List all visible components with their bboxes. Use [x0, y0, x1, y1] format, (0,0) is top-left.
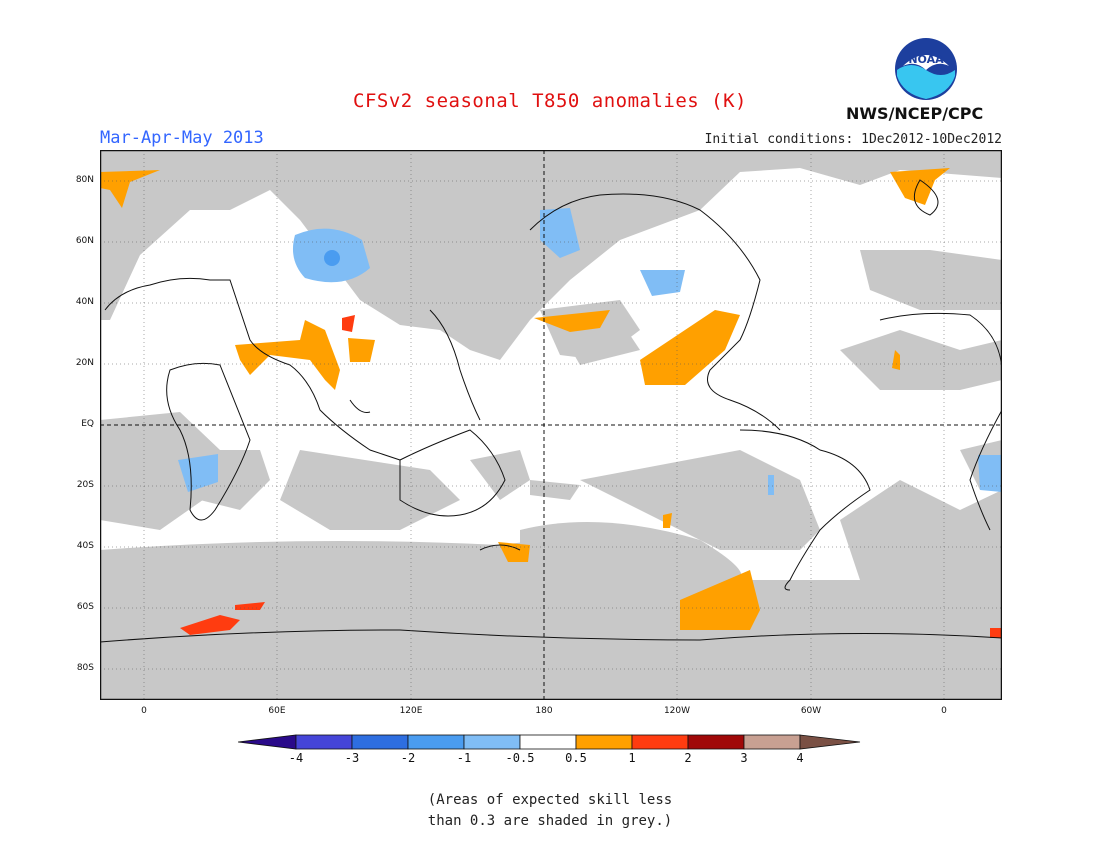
strong-warm-anomaly-regions: [180, 315, 1002, 638]
color-bar-segment: [519, 734, 577, 750]
lon-label: 60W: [800, 706, 822, 716]
lat-label: 80N: [75, 175, 94, 185]
logo-text: NOAA: [908, 53, 944, 66]
color-bar-segment: [295, 734, 353, 750]
skill-footnote: (Areas of expected skill less than 0.3 a…: [0, 790, 1100, 832]
color-bar-label: 1: [628, 751, 636, 765]
color-bar-label: -3: [344, 751, 360, 765]
color-bar-segment: [351, 734, 409, 750]
coastlines: [100, 179, 1002, 643]
color-bar-segment: [407, 734, 465, 750]
color-bar-segment: [743, 734, 801, 750]
color-bar-segment: [575, 734, 633, 750]
lon-label: 0: [141, 706, 147, 716]
initial-conditions-label: Initial conditions: 1Dec2012-10Dec2012: [704, 132, 1002, 147]
low-skill-regions: [100, 150, 1002, 700]
color-bar-label: -2: [400, 751, 416, 765]
lat-label: EQ: [81, 419, 94, 429]
cool-anomaly-core: [324, 250, 340, 266]
color-bar-label: 2: [684, 751, 692, 765]
color-bar-max-arrow: [799, 734, 861, 750]
color-bar-label: -4: [288, 751, 304, 765]
season-label: Mar-Apr-May 2013: [100, 128, 264, 148]
anomaly-map: [100, 150, 1002, 700]
lat-label: 40N: [75, 297, 94, 307]
color-bar-segment: [463, 734, 521, 750]
color-bar-label: 3: [740, 751, 748, 765]
color-bar-label: -0.5: [505, 751, 535, 765]
lon-label: 60E: [268, 706, 286, 716]
color-bar-segment: [631, 734, 689, 750]
footnote-line: (Areas of expected skill less: [427, 792, 673, 808]
lat-label: 20S: [76, 480, 94, 490]
lat-label: 60N: [75, 236, 94, 246]
color-bar-label: -1: [456, 751, 472, 765]
lat-label: 20N: [75, 358, 94, 368]
map-title: CFSv2 seasonal T850 anomalies (K): [353, 90, 747, 112]
map-frame: [100, 150, 1002, 700]
warm-anomaly-regions: [100, 168, 950, 630]
color-bar-min-arrow: [238, 734, 297, 750]
footnote-line: than 0.3 are shaded in grey.): [427, 813, 673, 829]
color-bar: [238, 734, 861, 750]
lat-label: 80S: [76, 663, 94, 673]
noaa-logo: NOAA: [895, 38, 957, 100]
color-bar-segment: [687, 734, 745, 750]
agency-label: NWS/NCEP/CPC: [846, 104, 984, 123]
lat-label: 40S: [76, 541, 94, 551]
color-bar-label: 4: [796, 751, 804, 765]
lon-label: 120W: [663, 706, 691, 716]
color-bar-label: 0.5: [565, 751, 587, 765]
lon-label: 180: [535, 706, 553, 716]
lon-label: 0: [941, 706, 947, 716]
lon-label: 120E: [399, 706, 423, 716]
lat-label: 60S: [76, 602, 94, 612]
